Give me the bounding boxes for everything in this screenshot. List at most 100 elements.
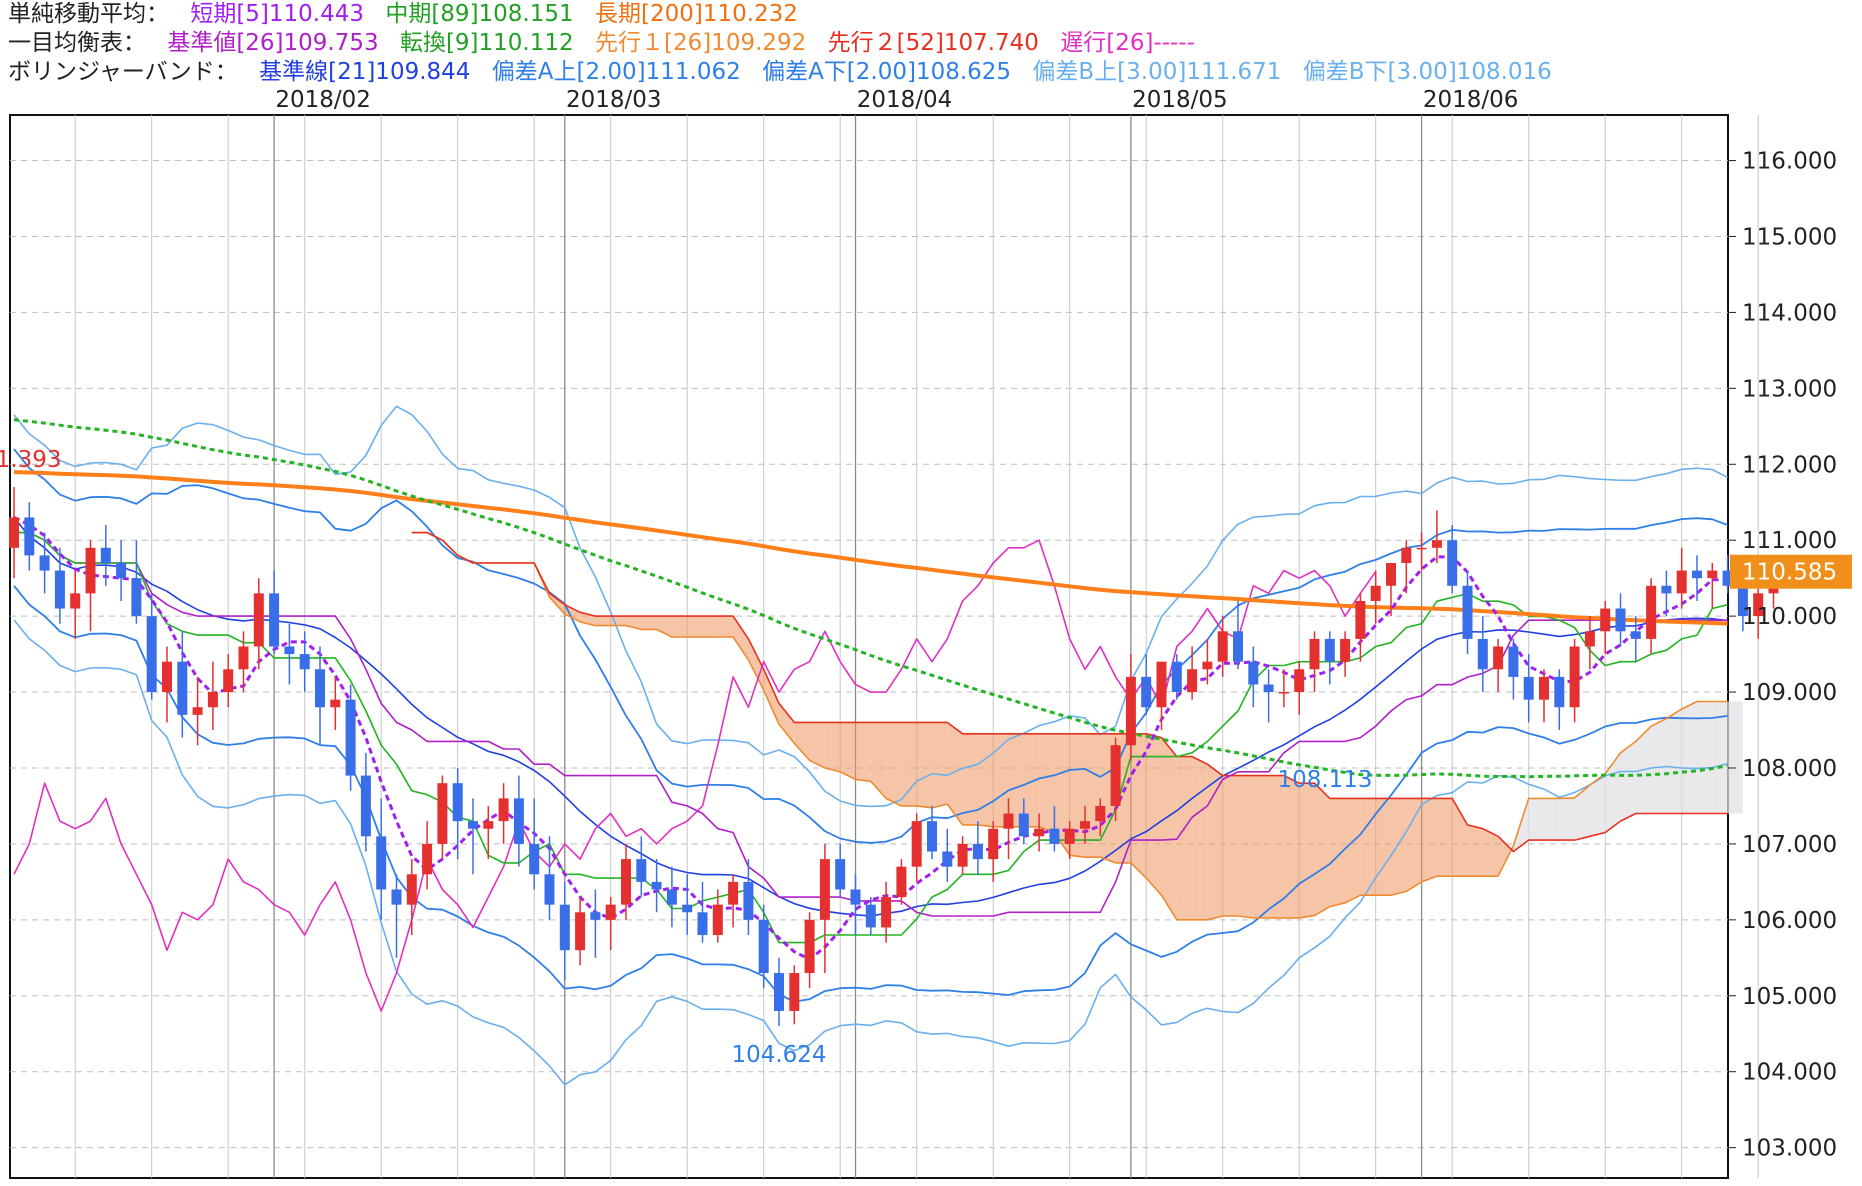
candle-body	[1401, 547, 1412, 563]
candle-body	[299, 654, 310, 670]
candle-body	[1263, 684, 1274, 693]
high-annotation: 111.393	[0, 447, 62, 473]
candle-body	[789, 972, 800, 1011]
candle-body	[544, 874, 555, 905]
cloud-segment	[1360, 798, 1376, 896]
cloud-segment	[1559, 797, 1575, 841]
candle-body	[1340, 638, 1351, 662]
candle-body	[590, 912, 601, 920]
cloud-segment	[1544, 798, 1560, 841]
candle-body	[1049, 828, 1060, 844]
candle-body	[927, 821, 937, 852]
cloud-segment	[1727, 701, 1743, 814]
candle-body	[1278, 692, 1289, 694]
candle-body	[146, 616, 157, 693]
candle-body	[1431, 540, 1442, 548]
cloud-segment	[932, 722, 948, 808]
cloud-segment	[1666, 709, 1682, 814]
candle-body	[468, 821, 478, 829]
cloud-segment	[1681, 701, 1697, 814]
candle-body	[1141, 676, 1152, 708]
annotations: 111.393 104.624 108.113	[0, 447, 1373, 1068]
price-tick-label: 104.000	[1742, 1060, 1837, 1086]
candle-body	[1187, 669, 1198, 693]
candle-body	[1003, 813, 1014, 829]
cloud-segment	[595, 616, 611, 626]
cloud-segment	[1498, 836, 1514, 877]
candle-body	[269, 593, 280, 647]
legend-ichimoku-spanA: 先行１[26]109.292	[594, 30, 807, 56]
candle-body	[942, 851, 953, 867]
cloud-segment	[1176, 756, 1193, 920]
candle-body	[100, 547, 111, 563]
cloud-segment	[687, 616, 703, 638]
candle-body	[728, 881, 739, 905]
price-tick-label: 115.000	[1742, 224, 1837, 250]
candle-body	[575, 912, 586, 951]
candle-body	[1416, 547, 1427, 550]
price-tick-label: 114.000	[1742, 300, 1837, 326]
candle-body	[1447, 540, 1458, 586]
cloud-segment	[1651, 718, 1667, 814]
cloud-segment	[1436, 798, 1453, 877]
candle-body	[192, 707, 203, 715]
legend-sma-label: 単純移動平均：	[8, 1, 169, 27]
cloud-segment	[1697, 701, 1713, 814]
candle-body	[1355, 600, 1366, 639]
legend-ichimoku-spanB: 先行２[52]107.740	[827, 30, 1039, 56]
candle-body	[1156, 661, 1167, 708]
date-label: 2018/02	[275, 87, 371, 113]
candle-body	[253, 593, 264, 647]
chart-legend: 単純移動平均： 短期[5]110.443 中期[89]108.151 長期[20…	[8, 0, 1848, 87]
legend-bollinger-b-dn: 偏差B下[3.00]108.016	[1302, 59, 1552, 85]
candle-body	[1508, 646, 1519, 677]
cloud-segment	[993, 733, 1009, 827]
candle-body	[1661, 585, 1672, 594]
legend-sma-mid: 中期[89]108.151	[385, 1, 574, 27]
price-tick-label: 111.000	[1742, 528, 1837, 554]
candle-body	[1217, 631, 1228, 662]
ichimoku-span-b-line	[411, 531, 1728, 853]
candle-body	[835, 859, 846, 890]
cloud-segment	[1222, 775, 1238, 917]
candle-body	[1233, 631, 1243, 662]
cloud-segment	[1391, 798, 1407, 896]
candle-body	[1646, 585, 1657, 639]
price-tick-label: 108.000	[1742, 756, 1837, 782]
candle-body	[1110, 745, 1121, 806]
candle-body	[1676, 570, 1687, 594]
price-tick-label: 113.000	[1742, 376, 1837, 402]
legend-bollinger-mid: 基準線[21]109.844	[259, 59, 471, 85]
candle-body	[177, 661, 188, 715]
candle-body	[1370, 585, 1381, 601]
sma-long-line	[13, 470, 1728, 626]
indicator-lines	[13, 405, 1728, 1086]
price-tick-label: 116.000	[1742, 149, 1837, 175]
candle-body	[865, 904, 876, 928]
legend-ichimoku-conv: 転換[9]110.112	[399, 30, 574, 56]
cloud-segment	[1039, 733, 1055, 833]
candle-body	[774, 972, 784, 1011]
candle-body	[819, 859, 830, 920]
candle-body	[391, 889, 402, 905]
candle-body	[9, 517, 19, 548]
cloud-segment	[671, 616, 688, 638]
cloud-segment	[717, 616, 734, 638]
candle-body	[911, 821, 922, 867]
cloud-segment	[1345, 798, 1361, 903]
price-tick-label: 103.000	[1742, 1136, 1837, 1162]
candle-body	[162, 661, 172, 693]
candle-body	[1569, 646, 1580, 708]
candle-body	[24, 517, 35, 556]
candle-body	[207, 692, 218, 708]
price-tick-label: 112.000	[1742, 452, 1837, 478]
candle-body	[437, 783, 448, 844]
cloud-segment	[1238, 775, 1254, 918]
candle-body	[1707, 570, 1718, 579]
cloud-segment	[840, 722, 856, 780]
candle-body	[1584, 631, 1595, 647]
candle-body	[1523, 676, 1534, 700]
current-price-tag	[1730, 554, 1852, 589]
candle-body	[1125, 676, 1136, 746]
